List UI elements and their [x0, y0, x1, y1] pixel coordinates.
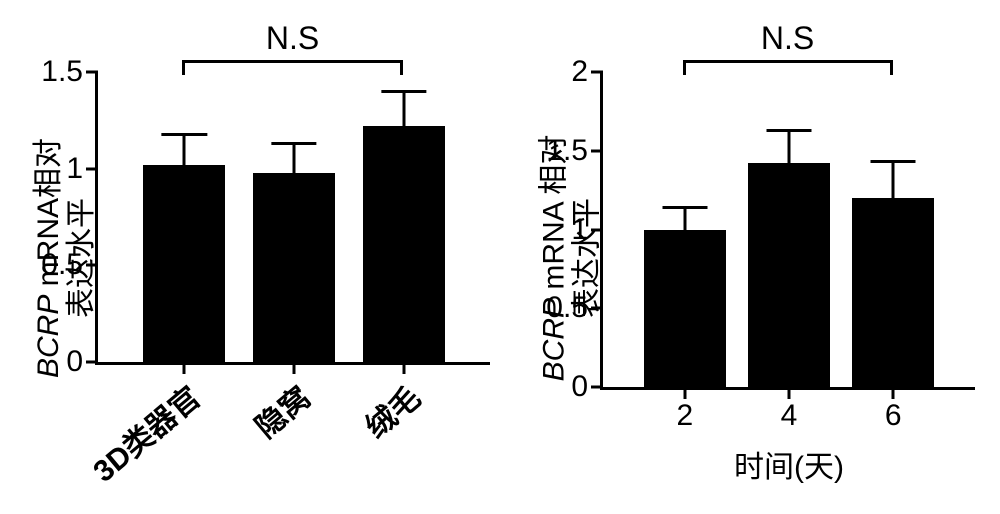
bar — [852, 198, 934, 387]
error-bar — [892, 163, 895, 198]
ytick-label: 1 — [66, 152, 83, 186]
ytick — [86, 361, 98, 364]
ytick — [591, 386, 603, 389]
right-annotation-bracket — [683, 60, 893, 63]
bar — [748, 163, 830, 387]
xlabel: 时间(天) — [734, 442, 844, 486]
error-cap — [662, 206, 707, 209]
xtick-label: 隐窝 — [244, 374, 318, 446]
right-plot-area: 00.511.52246时间(天) — [600, 72, 975, 390]
ylabel-plain: mRNA相对表达水平 — [32, 137, 98, 317]
error-bar — [402, 93, 405, 126]
right-annotation-row: N.S — [600, 20, 975, 72]
ytick — [591, 71, 603, 74]
ytick-label: 1.5 — [41, 55, 83, 89]
xtick-label: 4 — [781, 399, 798, 433]
xtick-label: 3D类器官 — [82, 374, 209, 490]
bar — [644, 230, 726, 388]
ytick — [591, 307, 603, 310]
error-cap — [162, 133, 207, 136]
xtick-label: 2 — [676, 399, 693, 433]
error-cap — [871, 160, 916, 163]
ytick — [86, 167, 98, 170]
xtick-label: 6 — [885, 399, 902, 433]
left-annotation-bracket — [182, 60, 403, 63]
error-bar — [788, 132, 791, 164]
bar — [143, 165, 225, 362]
ytick-label: 1.5 — [546, 134, 588, 168]
ytick-label: 0.5 — [41, 248, 83, 282]
xtick — [183, 362, 186, 374]
ytick-label: 1 — [571, 213, 588, 247]
error-cap — [767, 129, 812, 132]
left-plot-column: N.S 00.511.53D类器官隐窝绒毛 — [95, 20, 490, 495]
left-annotation-row: N.S — [95, 20, 490, 72]
ytick-label: 2 — [571, 55, 588, 89]
right-ylabel-wrapper: BCRP mRNA 相对表达水平 — [540, 20, 600, 495]
error-bar — [683, 209, 686, 229]
ytick — [591, 149, 603, 152]
ylabel-italic: BCRP — [32, 294, 65, 377]
error-bar — [293, 145, 296, 172]
xtick — [402, 362, 405, 374]
ytick — [86, 264, 98, 267]
right-chart: BCRP mRNA 相对表达水平 N.S 00.511.52246时间(天) — [540, 20, 975, 495]
left-annotation-text: N.S — [266, 20, 319, 57]
xtick — [892, 387, 895, 399]
left-chart: BCRP mRNA相对表达水平 N.S 00.511.53D类器官隐窝绒毛 — [35, 20, 490, 495]
ytick-label: 0.5 — [546, 291, 588, 325]
right-annotation-text: N.S — [761, 20, 814, 57]
bar — [253, 173, 335, 362]
xtick — [293, 362, 296, 374]
right-plot-column: N.S 00.511.52246时间(天) — [600, 20, 975, 495]
ytick — [591, 228, 603, 231]
left-plot-area: 00.511.53D类器官隐窝绒毛 — [95, 72, 490, 365]
xtick-label: 绒毛 — [354, 374, 428, 446]
error-cap — [381, 90, 426, 93]
ytick-label: 0 — [66, 345, 83, 379]
error-bar — [183, 136, 186, 165]
error-cap — [271, 142, 316, 145]
right-ylabel: BCRP mRNA 相对表达水平 — [537, 134, 603, 381]
ytick — [86, 71, 98, 74]
xtick — [788, 387, 791, 399]
ytick-label: 0 — [571, 370, 588, 404]
xtick — [683, 387, 686, 399]
bar — [363, 126, 445, 362]
